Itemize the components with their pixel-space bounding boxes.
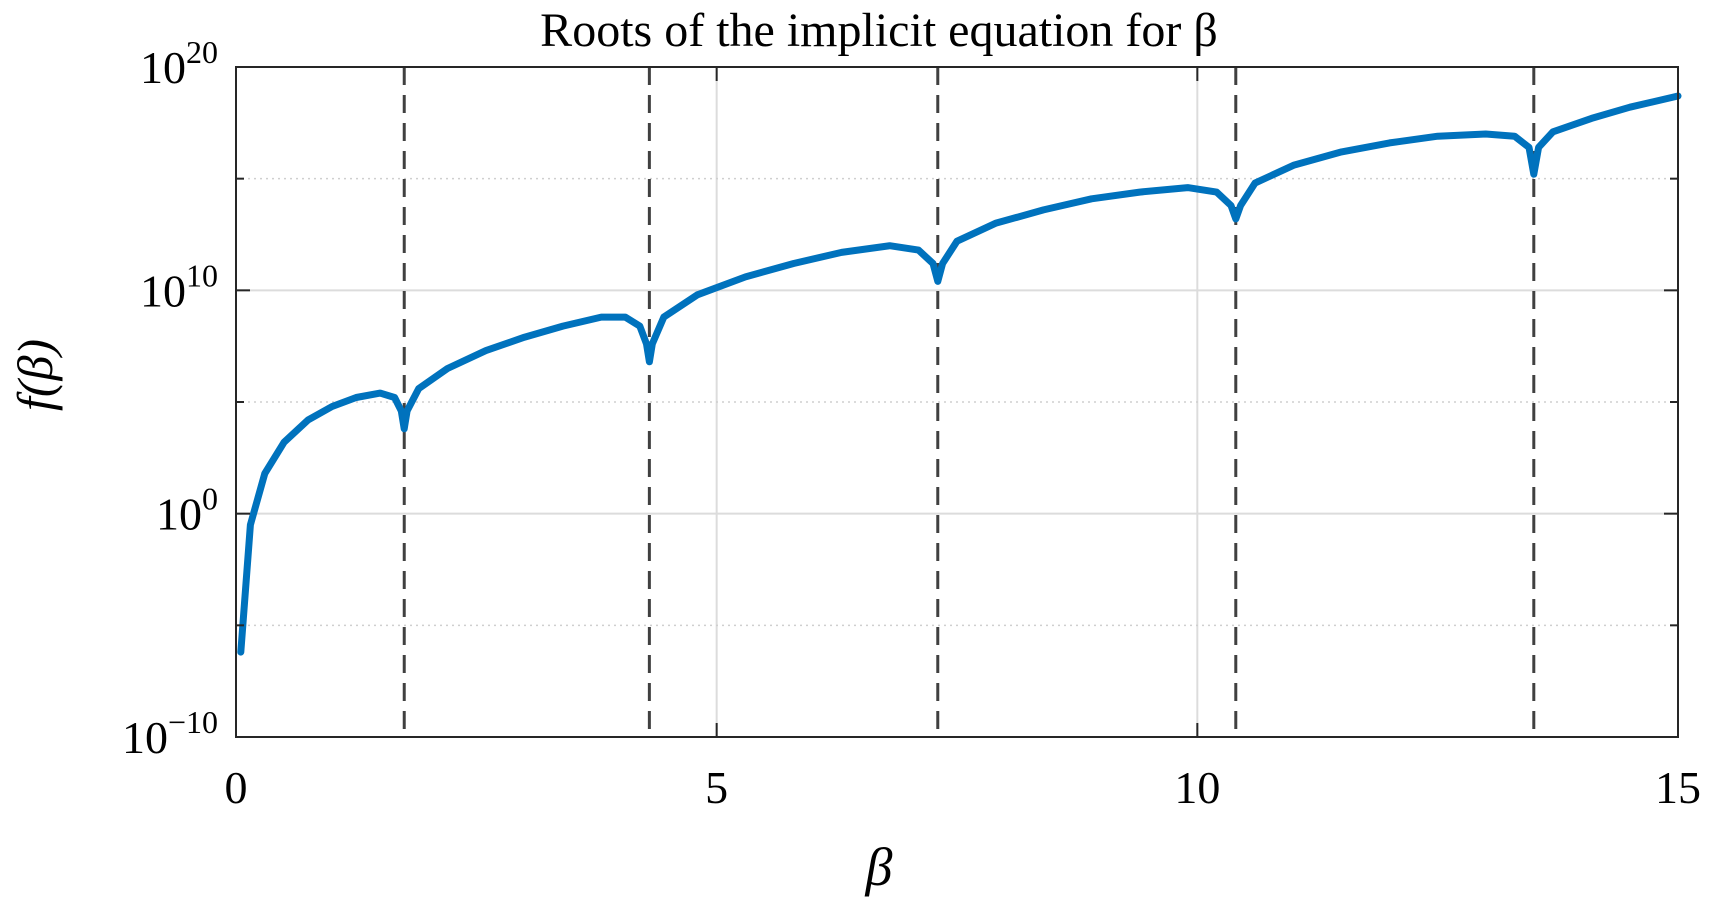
chart-title: Roots of the implicit equation for β: [540, 4, 1218, 57]
y-tick-base: 10: [122, 712, 168, 763]
series-line: [237, 92, 1682, 656]
y-tick-exponent: 0: [202, 481, 218, 517]
y-tick-exponent: −10: [168, 704, 218, 740]
grid-layer: [236, 67, 1678, 737]
y-axis-label: f(β): [7, 339, 63, 411]
x-axis-label: β: [865, 837, 893, 897]
x-tick-label: 15: [1655, 762, 1701, 813]
y-tick-exponent: 20: [186, 34, 218, 70]
y-tick-exponent: 10: [186, 257, 218, 293]
y-tick-label: 1010: [140, 257, 218, 316]
y-tick-base: 10: [140, 42, 186, 93]
x-tick-label: 5: [705, 762, 728, 813]
y-tick-base: 10: [156, 489, 202, 540]
y-tick-label: 10−10: [122, 704, 218, 763]
x-tick-label: 10: [1174, 762, 1220, 813]
y-tick-label: 1020: [140, 34, 218, 93]
y-tick-base: 10: [140, 265, 186, 316]
y-tick-label: 100: [156, 481, 218, 540]
x-tick-label: 0: [225, 762, 248, 813]
